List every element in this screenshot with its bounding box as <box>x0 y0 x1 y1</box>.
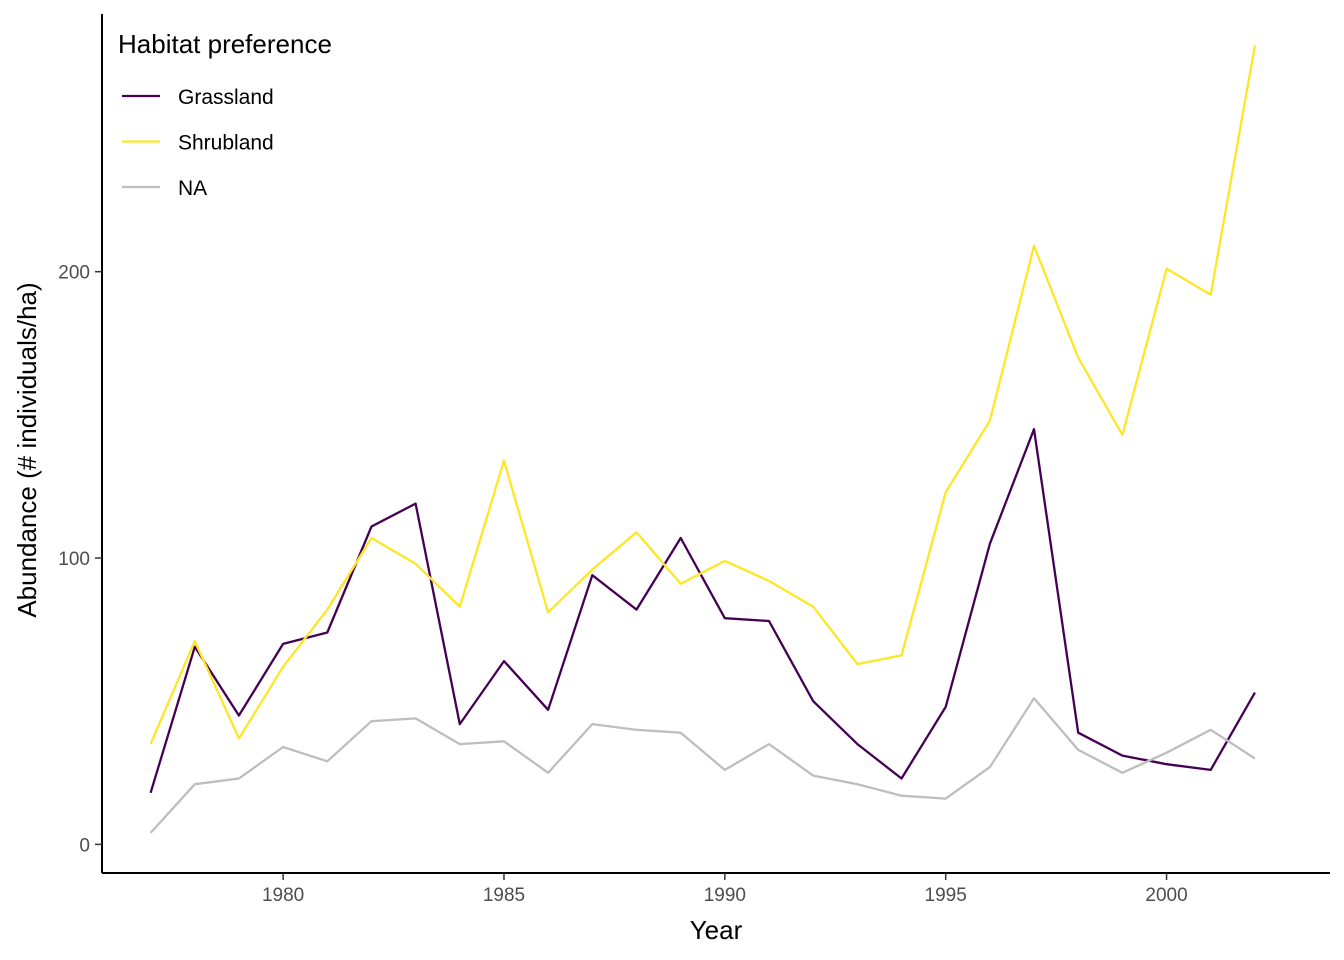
x-tick-label: 2000 <box>1145 885 1187 906</box>
y-tick-label: 200 <box>58 263 90 284</box>
y-ticks: 0 100 200 <box>58 263 102 856</box>
x-tick-label: 1985 <box>483 885 525 906</box>
series-line-grassland <box>149 428 1256 794</box>
x-axis-title: Year <box>690 915 743 945</box>
y-axis-title: Abundance (# individuals/ha) <box>12 282 42 617</box>
legend: Habitat preference Grassland Shrubland NA <box>101 14 374 225</box>
y-tick-label: 100 <box>58 549 90 570</box>
series-line-shrubland <box>149 45 1257 745</box>
legend-items: Grassland Shrubland NA <box>122 86 274 200</box>
series-layer <box>149 45 1257 834</box>
x-tick-label: 1995 <box>925 885 967 906</box>
legend-title: Habitat preference <box>118 29 332 59</box>
x-tick-label: 1990 <box>704 885 746 906</box>
y-tick-label: 0 <box>79 835 90 856</box>
x-ticks: 1980 1985 1990 1995 2000 <box>262 873 1188 906</box>
x-tick-label: 1980 <box>262 885 304 906</box>
series-line-na <box>149 697 1256 834</box>
legend-label-grassland: Grassland <box>178 86 274 109</box>
legend-background <box>102 14 374 225</box>
legend-label-shrubland: Shrubland <box>178 132 274 155</box>
legend-label-na: NA <box>178 177 207 200</box>
